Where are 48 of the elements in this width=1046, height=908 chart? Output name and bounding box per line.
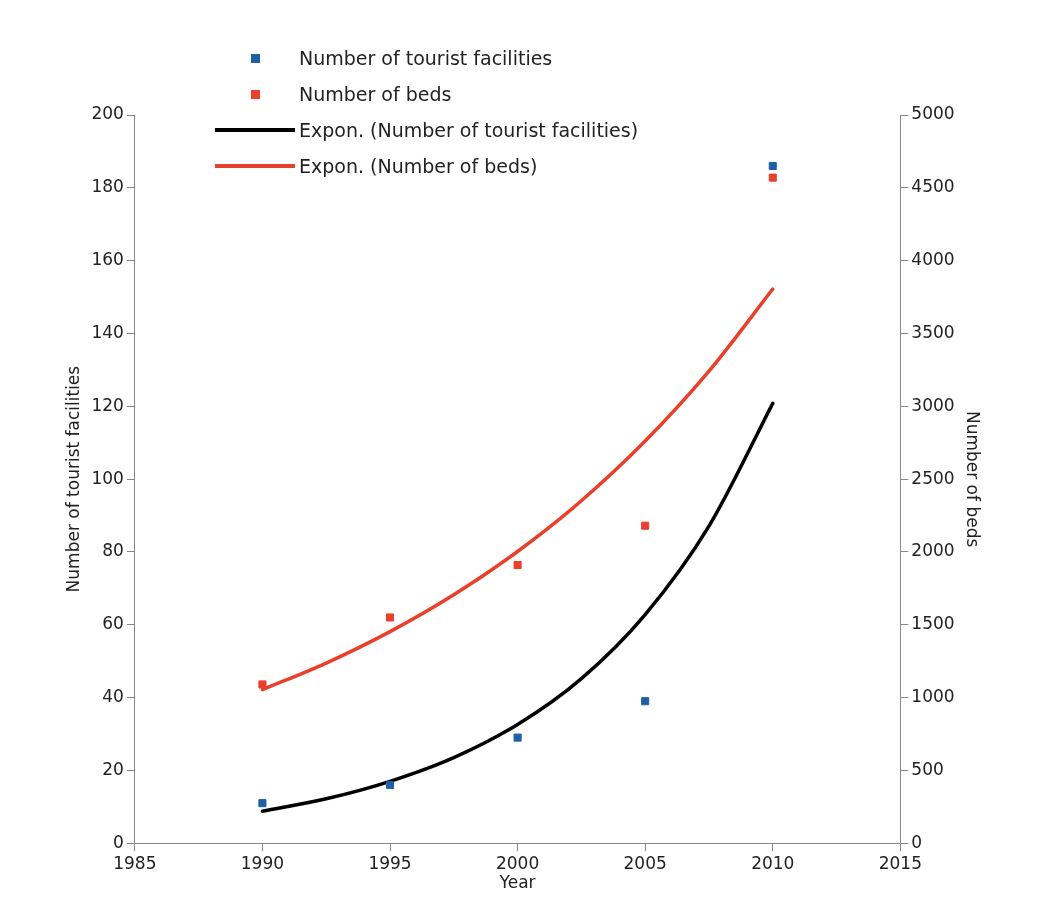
point <box>768 173 777 182</box>
x-axis-title: Year <box>498 872 536 893</box>
x-tick-label: 1990 <box>240 852 285 873</box>
y-tick-label: 200 <box>91 103 124 124</box>
y-tick-label: 100 <box>91 467 124 488</box>
y2-tick-label: 4500 <box>911 176 955 197</box>
point <box>513 733 522 742</box>
y2-tick-label: 2500 <box>911 467 955 488</box>
y-tick-label: 160 <box>91 249 124 270</box>
x-tick-label: 2015 <box>878 852 922 873</box>
legend-label: Expon. (Number of beds) <box>299 155 538 177</box>
line-series <box>260 401 775 813</box>
y-tick-label: 40 <box>102 685 124 706</box>
point <box>513 560 522 570</box>
x-tick-label: 2000 <box>495 852 540 873</box>
y2-tick-label: 2000 <box>911 540 955 561</box>
x-tick-label: 2005 <box>623 852 667 873</box>
point <box>385 613 395 622</box>
y-tick-label: 120 <box>91 394 124 415</box>
y2-tick-label: 1500 <box>911 613 955 634</box>
x-tick-label: 1985 <box>113 852 157 873</box>
point <box>258 680 267 689</box>
y2-tick-label: 4000 <box>911 249 955 270</box>
line-series <box>260 287 775 692</box>
x-tick-label: 1995 <box>368 852 412 873</box>
y2-axis-title: Number of beds <box>963 410 984 548</box>
x-tick-label: 2010 <box>751 852 795 873</box>
point <box>641 697 650 706</box>
y-axis-title: Number of tourist facilities <box>62 365 83 593</box>
legend-label: Number of beds <box>299 83 452 105</box>
y2-tick-label: 5000 <box>911 103 955 124</box>
point <box>385 780 395 789</box>
legend-label: Number of tourist facilities <box>299 47 553 69</box>
point <box>258 799 267 808</box>
point <box>768 161 777 171</box>
y-tick-label: 180 <box>91 176 124 197</box>
point <box>641 521 650 530</box>
y2-tick-label: 1000 <box>911 685 955 706</box>
y-tick-label: 0 <box>113 831 124 852</box>
y2-tick-label: 0 <box>911 831 923 852</box>
y-tick-label: 140 <box>91 321 124 342</box>
y2-tick-label: 3500 <box>911 321 955 342</box>
y2-tick-label: 3000 <box>911 394 955 415</box>
y-tick-label: 80 <box>102 540 124 561</box>
y2-tick-label: 500 <box>911 758 944 779</box>
legend-label: Expon. (Number of tourist facilities) <box>299 119 639 141</box>
y-tick-label: 60 <box>102 613 124 634</box>
y-tick-label: 20 <box>102 758 124 779</box>
